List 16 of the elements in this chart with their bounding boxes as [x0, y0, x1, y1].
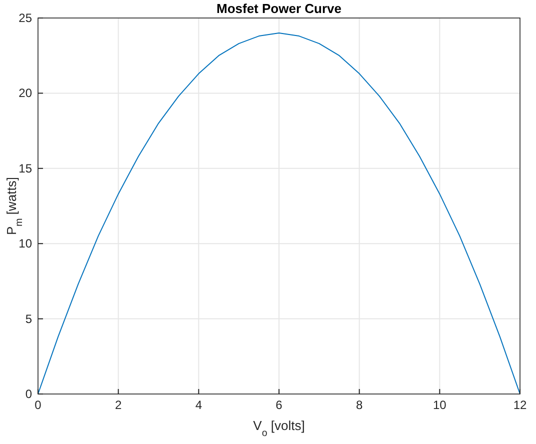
x-tick-label: 6 — [276, 398, 283, 412]
x-tick-label: 8 — [356, 398, 363, 412]
y-tick-label: 10 — [18, 236, 32, 251]
x-tick-label: 12 — [513, 398, 527, 412]
x-axis-title: V$_{o}$ [volts] — [253, 418, 305, 438]
y-tick-label: 15 — [18, 161, 32, 176]
x-tick-label: 4 — [195, 398, 202, 412]
y-tick-label: 20 — [18, 86, 32, 100]
y-tick-label: 0 — [25, 387, 32, 401]
chart-title: Mosfet Power Curve — [216, 1, 342, 16]
x-tick-label: 0 — [34, 398, 42, 412]
x-tick-label: 2 — [114, 398, 122, 412]
x-tick-label: 10 — [432, 398, 447, 412]
line-series — [38, 32, 520, 394]
y-tick-label: 5 — [25, 312, 32, 326]
y-tick-label: 25 — [18, 11, 32, 25]
